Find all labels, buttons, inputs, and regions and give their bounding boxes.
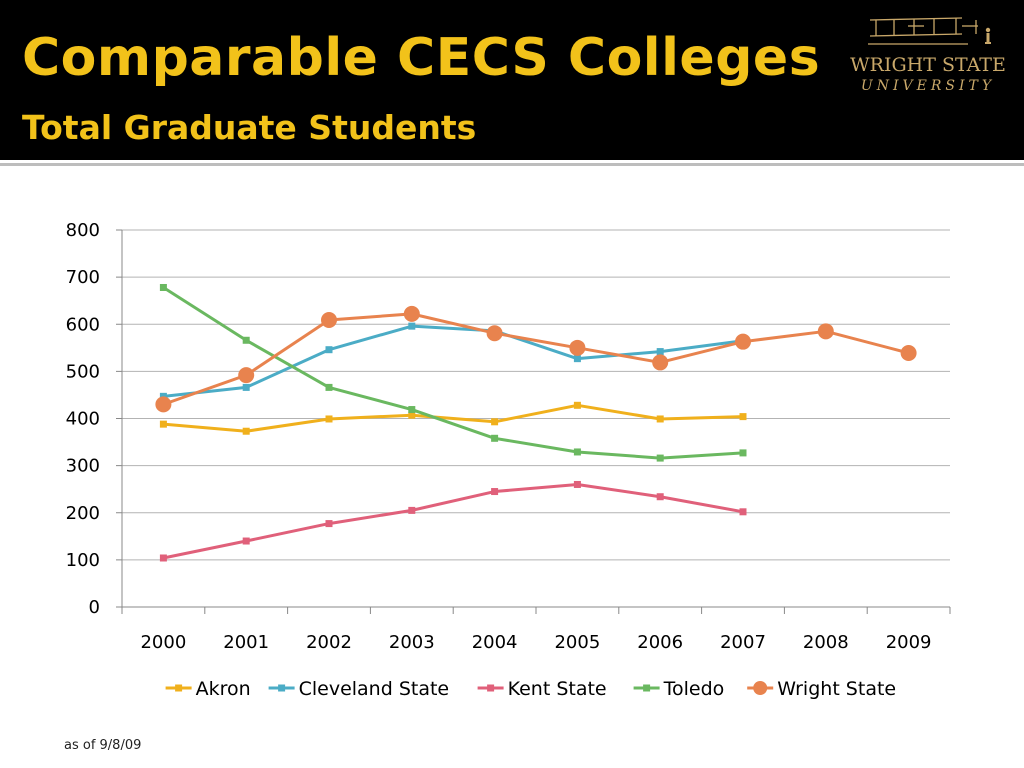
legend-label: Cleveland State: [299, 678, 450, 700]
slide-subtitle: Total Graduate Students: [22, 108, 477, 147]
footnote: as of 9/8/09: [64, 738, 142, 753]
data-point: [573, 355, 581, 363]
wright-flyer-icon: [868, 17, 991, 45]
y-tick-label: 200: [66, 503, 100, 524]
data-point: [491, 488, 499, 496]
x-tick-label: 2006: [637, 632, 683, 653]
data-point: [569, 339, 586, 356]
data-point: [159, 392, 167, 400]
y-tick-label: 400: [66, 409, 100, 430]
series-wright-state: [155, 305, 917, 413]
data-point: [573, 480, 581, 488]
data-point: [900, 344, 917, 361]
legend-item: Toledo: [633, 678, 725, 700]
logo-subtitle: UNIVERSITY: [860, 78, 996, 94]
x-tick-label: 2009: [886, 632, 932, 653]
data-point: [325, 383, 333, 391]
chart-gridlines: [122, 229, 950, 561]
y-tick-label: 800: [66, 220, 100, 241]
series-akron: [159, 401, 747, 435]
data-point: [403, 305, 420, 322]
legend-item: Akron: [165, 678, 251, 700]
series-line: [163, 482, 744, 560]
data-point: [408, 506, 416, 514]
data-point: [486, 325, 503, 342]
data-point: [573, 401, 581, 409]
data-point: [325, 346, 333, 354]
data-point: [573, 448, 581, 456]
data-point: [242, 336, 250, 344]
y-tick-label: 500: [66, 361, 100, 382]
data-point: [408, 406, 416, 414]
series-line: [163, 403, 744, 433]
data-point: [408, 411, 416, 419]
y-tick-label: 600: [66, 314, 100, 335]
chart-series: [155, 283, 917, 562]
legend-label: Kent State: [508, 678, 607, 700]
legend-label: Toledo: [663, 678, 725, 700]
header-divider: [0, 163, 1024, 166]
chart-legend: Akron Cleveland State Kent State Toledo Wrig…: [165, 678, 896, 700]
university-logo: WRIGHT STATE UNIVERSITY: [838, 12, 1018, 102]
logo-wordmark: WRIGHT STATE: [850, 54, 1006, 76]
legend-marker: [278, 684, 286, 692]
data-point: [408, 322, 416, 330]
data-point: [739, 508, 747, 516]
data-point: [159, 420, 167, 428]
data-point: [656, 348, 664, 356]
legend-marker: [175, 684, 183, 692]
data-point: [159, 554, 167, 562]
legend-item: Cleveland State: [268, 678, 450, 700]
legend-item: Wright State: [747, 678, 896, 700]
line-chart: 0 100 200 300 400 500 600 700 800 2000 2001 2002 200…: [66, 220, 951, 700]
data-point: [656, 454, 664, 462]
data-point: [242, 537, 250, 545]
legend-label: Akron: [196, 678, 251, 700]
data-point: [242, 383, 250, 391]
legend-marker: [487, 684, 495, 692]
series-kent-state: [159, 480, 747, 562]
series-line: [162, 312, 909, 406]
x-tick-label: 2003: [389, 632, 435, 653]
x-tick-label: 2007: [720, 632, 766, 653]
x-tick-label: 2001: [223, 632, 269, 653]
legend-marker: [753, 681, 768, 695]
slide-header: [0, 0, 1024, 160]
chart-axes: 0 100 200 300 400 500 600 700 800 2000 2001 2002 200…: [66, 220, 951, 653]
data-point: [656, 415, 664, 423]
data-point: [242, 427, 250, 435]
data-point: [321, 312, 337, 329]
legend-item: Kent State: [477, 678, 607, 700]
data-point: [325, 415, 333, 423]
data-point: [735, 333, 751, 350]
legend-marker: [643, 684, 651, 692]
series-line: [163, 324, 744, 398]
x-tick-label: 2000: [140, 632, 186, 653]
data-point: [159, 283, 167, 291]
data-point: [817, 323, 834, 340]
data-point: [238, 367, 255, 384]
y-tick-label: 300: [66, 456, 100, 477]
x-tick-label: 2008: [803, 632, 849, 653]
data-point: [656, 493, 664, 501]
x-tick-label: 2005: [554, 632, 600, 653]
data-point: [739, 413, 747, 421]
y-tick-label: 700: [66, 267, 100, 288]
data-point: [652, 354, 669, 371]
y-tick-label: 100: [66, 550, 100, 571]
x-tick-label: 2004: [472, 632, 518, 653]
data-point: [325, 520, 333, 528]
data-point: [739, 449, 747, 457]
slide-title: Comparable CECS Colleges: [22, 28, 821, 88]
series-line: [162, 286, 744, 460]
data-point: [491, 434, 499, 442]
series-toledo: [159, 283, 747, 462]
data-point: [491, 418, 499, 426]
data-point: [155, 396, 172, 413]
y-tick-label: 0: [89, 597, 100, 618]
x-tick-label: 2002: [306, 632, 352, 653]
legend-label: Wright State: [777, 678, 896, 700]
